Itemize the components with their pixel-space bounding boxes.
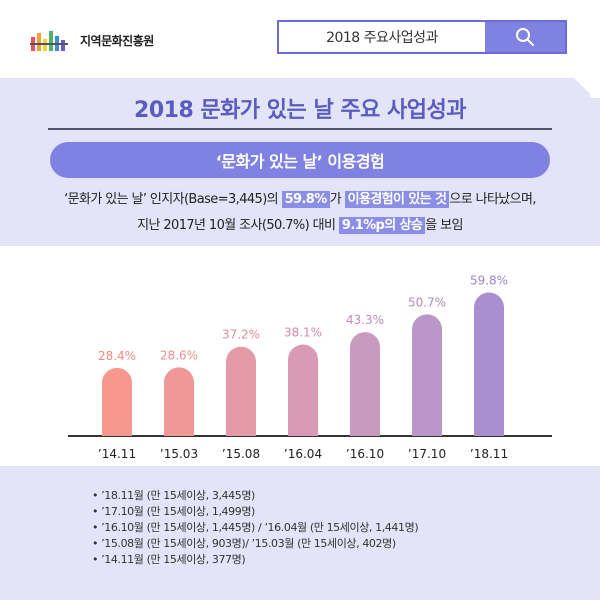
- description-line-2: 지난 2017년 10월 조사(50.7%) 대비 9.1%p의 상승 을 보임: [0, 214, 600, 234]
- data-label: 38.1%: [284, 326, 322, 340]
- title-divider: [48, 128, 552, 130]
- bar: [474, 292, 504, 436]
- x-tick-label: ’16.10: [346, 447, 384, 461]
- logo-text: 지역문화진흥원: [80, 33, 154, 48]
- search-label: 2018 주요사업성과: [326, 30, 438, 46]
- band-notch: [574, 78, 592, 96]
- data-label: 37.2%: [222, 328, 260, 342]
- bar-chart: 28.4% ’14.11 28.6% ’15.03 37.2% ’15.08 38.1% ’1…: [68, 273, 552, 461]
- logo[interactable]: 지역문화진흥원: [30, 28, 154, 52]
- data-label: 28.6%: [160, 348, 198, 362]
- note-item: ’17.10월 (만 15세이상, 1,499명): [92, 504, 418, 520]
- x-tick-label: ’15.08: [222, 447, 260, 461]
- x-tick-label: ’15.03: [160, 447, 198, 461]
- logo-mark-icon: [30, 31, 68, 51]
- highlight-rate: 59.8%: [281, 191, 330, 208]
- band-corner: [590, 78, 600, 98]
- data-label: 43.3%: [346, 313, 384, 327]
- chart-area: 28.4% ’14.11 28.6% ’15.03 37.2% ’15.08 38.1% ’1…: [0, 246, 600, 466]
- bar: [288, 344, 318, 436]
- search-icon: [516, 28, 534, 46]
- data-label: 59.8%: [470, 273, 508, 287]
- note-item: ’14.11월 (만 15세이상, 377명): [92, 552, 418, 568]
- desc-text: 가: [329, 192, 345, 207]
- bar: [350, 332, 380, 436]
- note-item: ’16.10월 (만 15세이상, 1,445명) / ’16.04월 (만 1…: [92, 520, 418, 536]
- search-button[interactable]: [485, 22, 565, 52]
- bar: [226, 346, 256, 436]
- section-title-pill: ‘문화가 있는 날’ 이용경험: [50, 142, 550, 178]
- data-label: 28.4%: [98, 349, 136, 363]
- desc-text: ‘문화가 있는 날’ 인지자(Base=3,445)의: [64, 192, 282, 207]
- x-tick-label: ’16.04: [284, 447, 322, 461]
- desc-text: 을 보임: [425, 218, 463, 233]
- description-line-1: ‘문화가 있는 날’ 인지자(Base=3,445)의 59.8% 가 이용경험이…: [0, 188, 600, 208]
- bar: [412, 314, 442, 436]
- header: 지역문화진흥원 2018 주요사업성과: [0, 0, 600, 78]
- sample-notes: ’18.11월 (만 15세이상, 3,445명)’17.10월 (만 15세이…: [92, 488, 418, 568]
- desc-text: 으로 나타났으며,: [449, 192, 536, 207]
- search-box[interactable]: 2018 주요사업성과: [277, 20, 567, 54]
- x-tick-label: ’18.11: [470, 447, 508, 461]
- note-item: ’18.11월 (만 15세이상, 3,445명): [92, 488, 418, 504]
- highlight-experience: 이용경험이 있는 것: [344, 191, 450, 208]
- bar: [102, 367, 132, 436]
- bar: [164, 367, 194, 436]
- page-title: 2018 문화가 있는 날 주요 사업성과: [134, 98, 466, 123]
- x-tick-label: ’17.10: [408, 447, 446, 461]
- highlight-increase: 9.1%p의 상승: [338, 217, 426, 234]
- x-tick-label: ’14.11: [98, 447, 136, 461]
- desc-text: 지난 2017년 10월 조사(50.7%) 대비: [137, 218, 339, 233]
- note-item: ’15.08월 (만 15세이상, 903명)/ ’15.03월 (만 15세이…: [92, 536, 418, 552]
- data-label: 50.7%: [408, 295, 446, 309]
